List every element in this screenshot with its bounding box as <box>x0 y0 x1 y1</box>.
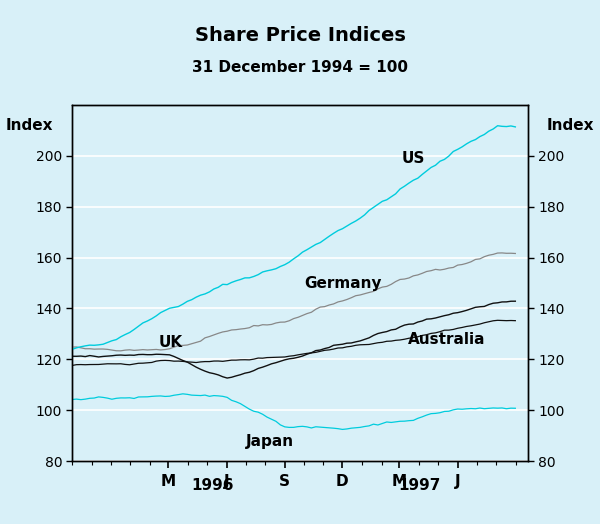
Text: Index: Index <box>547 118 594 133</box>
Text: US: US <box>402 151 425 166</box>
Text: UK: UK <box>159 335 183 350</box>
Text: 1997: 1997 <box>399 478 441 493</box>
Text: Index: Index <box>6 118 53 133</box>
Text: Japan: Japan <box>245 434 293 449</box>
Text: Australia: Australia <box>408 332 486 347</box>
Text: Share Price Indices: Share Price Indices <box>194 26 406 45</box>
Text: 1996: 1996 <box>192 478 234 493</box>
Text: Germany: Germany <box>304 276 381 291</box>
Text: 31 December 1994 = 100: 31 December 1994 = 100 <box>192 60 408 75</box>
